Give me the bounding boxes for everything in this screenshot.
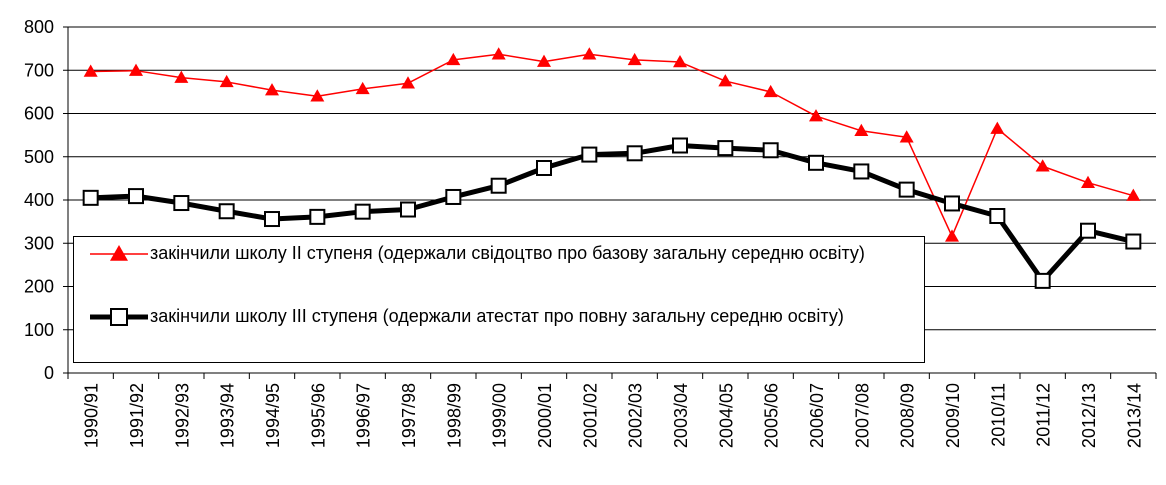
marker	[717, 140, 734, 157]
legend: закінчили школу ІІ ступеня (одержали сві…	[73, 236, 925, 363]
marker	[128, 188, 144, 205]
marker	[110, 308, 128, 326]
marker	[854, 123, 869, 137]
x-tick-label: 2004/05	[716, 383, 736, 448]
marker	[763, 84, 778, 98]
x-tick-label: 2001/02	[580, 383, 600, 448]
x-tick-label: 2012/13	[1079, 383, 1099, 448]
x-tick-label: 2003/04	[671, 383, 691, 448]
x-tick-label: 1990/91	[82, 383, 102, 448]
marker	[627, 52, 642, 66]
x-tick-label: 2007/08	[852, 383, 872, 448]
marker	[1125, 233, 1142, 250]
marker	[808, 154, 824, 171]
y-tick-label: 0	[44, 363, 54, 383]
marker	[945, 229, 959, 242]
marker	[537, 54, 551, 67]
marker	[899, 130, 914, 143]
marker	[1126, 188, 1141, 201]
x-tick-label: 2008/09	[898, 383, 918, 448]
marker	[491, 47, 506, 60]
y-tick-label: 400	[24, 190, 54, 210]
x-tick-label: 1994/95	[263, 383, 283, 448]
x-tick-label: 2005/06	[762, 383, 782, 448]
marker	[83, 64, 98, 77]
marker	[218, 203, 235, 220]
marker	[265, 83, 279, 96]
marker	[626, 145, 643, 162]
legend-label: закінчили школу ІІІ ступеня (одержали ат…	[150, 306, 844, 326]
x-tick-label: 2010/11	[988, 383, 1008, 447]
y-tick-label: 100	[24, 320, 54, 340]
marker	[1080, 222, 1096, 239]
x-tick-label: 1991/92	[127, 383, 147, 448]
marker	[219, 74, 234, 88]
marker	[82, 189, 99, 206]
legend-icon	[90, 245, 148, 261]
x-tick-label: 1993/94	[218, 383, 238, 448]
x-tick-label: 1996/97	[354, 383, 374, 448]
x-tick-label: 2013/14	[1124, 383, 1144, 448]
marker	[354, 203, 371, 220]
marker	[174, 70, 189, 83]
marker	[582, 47, 597, 60]
marker	[129, 63, 143, 76]
marker	[355, 81, 370, 95]
y-tick-label: 500	[24, 147, 54, 167]
marker	[581, 146, 598, 163]
legend-label: закінчили школу ІІ ступеня (одержали сві…	[150, 243, 865, 263]
y-tick-label: 700	[24, 60, 54, 80]
marker	[445, 188, 462, 205]
marker	[990, 121, 1005, 134]
x-tick-label: 1995/96	[308, 383, 328, 448]
x-tick-label: 1992/93	[172, 383, 192, 448]
x-tick-label: 2006/07	[807, 383, 827, 448]
marker	[401, 76, 415, 89]
marker	[310, 89, 325, 102]
x-tick-label: 1999/00	[490, 383, 510, 448]
marker	[1081, 175, 1095, 188]
x-tick-label: 2009/10	[943, 383, 963, 448]
marker	[309, 208, 326, 225]
series-line	[90, 53, 1134, 238]
marker	[672, 137, 688, 154]
x-tick-label: 1997/98	[399, 383, 419, 448]
marker	[809, 109, 823, 122]
marker	[673, 55, 687, 68]
marker	[989, 208, 1006, 225]
x-tick-label: 2002/03	[626, 383, 646, 448]
marker	[536, 159, 552, 176]
y-tick-label: 300	[24, 233, 54, 253]
x-tick-label: 1998/99	[444, 383, 464, 448]
marker	[446, 52, 461, 66]
y-tick-label: 200	[24, 277, 54, 297]
marker	[762, 142, 779, 159]
y-tick-label: 800	[24, 17, 54, 37]
x-tick-label: 2000/01	[535, 383, 555, 448]
marker	[898, 181, 915, 198]
marker	[1035, 159, 1050, 172]
marker	[173, 195, 190, 212]
marker	[944, 195, 960, 212]
legend-item: закінчили школу ІІІ ступеня (одержали ат…	[74, 300, 924, 360]
marker	[264, 211, 280, 228]
marker	[490, 177, 507, 194]
legend-item: закінчили школу ІІ ступеня (одержали сві…	[74, 237, 924, 297]
x-tick-label: 2011/12	[1034, 383, 1054, 447]
marker	[110, 245, 128, 261]
marker	[1034, 272, 1051, 289]
legend-icon	[90, 308, 148, 326]
y-tick-label: 600	[24, 104, 54, 124]
marker	[853, 163, 870, 180]
marker	[400, 201, 416, 218]
marker	[718, 74, 733, 87]
